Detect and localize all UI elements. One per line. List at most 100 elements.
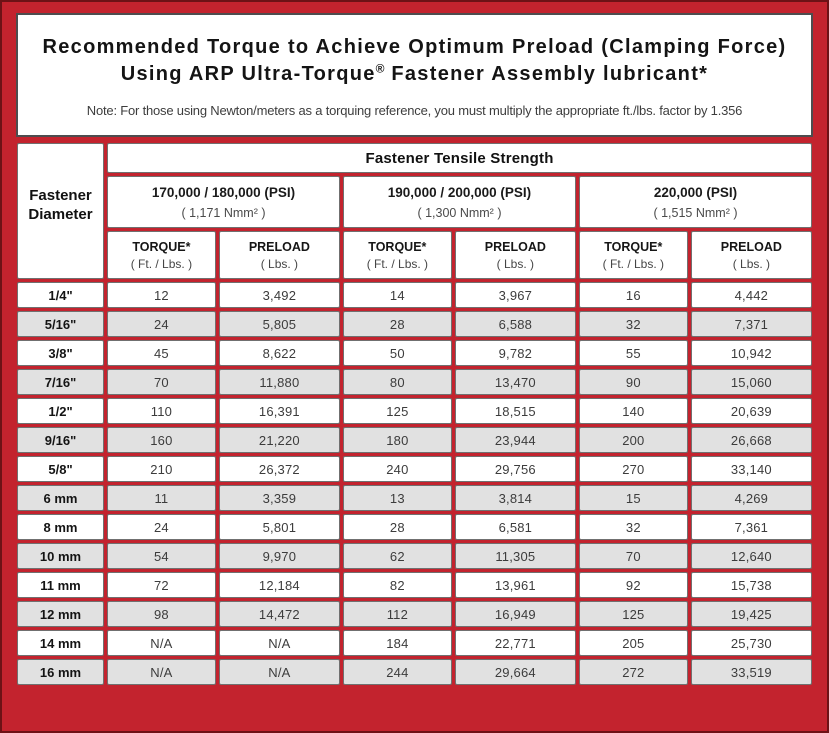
value-cell: 5,805 — [218, 311, 340, 337]
value-cell: 33,140 — [690, 456, 812, 482]
title-text-line2-before: Using ARP Ultra-Torque — [120, 63, 376, 85]
value-cell: 14 — [342, 282, 452, 308]
title-text-line1: Recommended Torque to Achieve Optimum Pr… — [42, 36, 787, 58]
page-title-line2: Using ARP Ultra-Torque® Fastener Assembl… — [18, 61, 811, 88]
fastener-diameter-cell: 16 mm — [17, 659, 105, 685]
value-cell: 8,622 — [218, 340, 340, 366]
tensile-strength-header-row: Fastener Diameter Fastener Tensile Stren… — [17, 143, 812, 279]
torque-label-1: TORQUE* — [132, 239, 191, 254]
value-cell: 4,442 — [690, 282, 812, 308]
torque-table-area: Fastener Diameter Fastener Tensile Stren… — [14, 140, 815, 688]
torque-unit-2: ( Ft. / Lbs. ) — [366, 256, 429, 271]
value-cell: 13,961 — [454, 572, 576, 598]
value-cell: 92 — [578, 572, 688, 598]
torque-label-2: TORQUE* — [368, 239, 427, 254]
page-title-line1: Recommended Torque to Achieve Optimum Pr… — [18, 34, 811, 61]
value-cell: 25,730 — [690, 630, 812, 656]
value-cell: 3,967 — [454, 282, 576, 308]
table-row: 11 mm 72 12,184 82 13,961 92 15,738 — [17, 572, 812, 598]
value-cell: 160 — [107, 427, 216, 453]
preload-column-header-2: PRELOAD ( Lbs. ) — [454, 231, 576, 279]
value-cell: 5,801 — [218, 514, 340, 540]
value-cell: 28 — [342, 311, 452, 337]
value-cell: N/A — [218, 659, 340, 685]
fastener-diameter-header-line2: Diameter — [28, 205, 93, 223]
fastener-diameter-cell: 14 mm — [17, 630, 105, 656]
fastener-diameter-cell: 3/8" — [17, 340, 105, 366]
preload-unit-2: ( Lbs. ) — [496, 256, 535, 271]
value-cell: 140 — [578, 398, 688, 424]
value-cell: 26,668 — [690, 427, 812, 453]
value-cell: 11,305 — [454, 543, 576, 569]
table-row: 1/4" 12 3,492 14 3,967 16 4,442 — [17, 282, 812, 308]
tensile-strength-header: Fastener Tensile Strength — [107, 143, 812, 173]
torque-column-header-1: TORQUE* ( Ft. / Lbs. ) — [107, 231, 216, 279]
fastener-diameter-cell: 7/16" — [17, 369, 105, 395]
value-cell: 112 — [342, 601, 452, 627]
value-cell: 12 — [107, 282, 216, 308]
table-row: 6 mm 11 3,359 13 3,814 15 4,269 — [17, 485, 812, 511]
value-cell: 33,519 — [690, 659, 812, 685]
value-cell: 72 — [107, 572, 216, 598]
value-cell: 80 — [342, 369, 452, 395]
value-cell: 22,771 — [454, 630, 576, 656]
preload-unit-1: ( Lbs. ) — [260, 256, 299, 271]
value-cell: 7,361 — [690, 514, 812, 540]
table-row: 9/16" 160 21,220 180 23,944 200 26,668 — [17, 427, 812, 453]
fastener-diameter-cell: 10 mm — [17, 543, 105, 569]
unit-header-row: TORQUE* ( Ft. / Lbs. ) PRELOAD ( Lbs. ) … — [17, 231, 812, 279]
value-cell: 16,391 — [218, 398, 340, 424]
value-cell: 50 — [342, 340, 452, 366]
fastener-diameter-cell: 11 mm — [17, 572, 105, 598]
table-row: 14 mm N/A N/A 184 22,771 205 25,730 — [17, 630, 812, 656]
value-cell: 3,492 — [218, 282, 340, 308]
value-cell: 6,581 — [454, 514, 576, 540]
value-cell: 9,970 — [218, 543, 340, 569]
title-text-line2-after: Fastener Assembly lubricant* — [384, 63, 709, 85]
value-cell: 15,738 — [690, 572, 812, 598]
preload-label-2: PRELOAD — [484, 239, 546, 254]
psi-group-3-psi: 220,000 (PSI) — [653, 184, 738, 200]
value-cell: 16 — [578, 282, 688, 308]
value-cell: 14,472 — [218, 601, 340, 627]
value-cell: 90 — [578, 369, 688, 395]
fastener-diameter-cell: 5/8" — [17, 456, 105, 482]
table-row: 10 mm 54 9,970 62 11,305 70 12,640 — [17, 543, 812, 569]
value-cell: 62 — [342, 543, 452, 569]
torque-column-header-2: TORQUE* ( Ft. / Lbs. ) — [342, 231, 452, 279]
value-cell: 21,220 — [218, 427, 340, 453]
table-row: 5/16" 24 5,805 28 6,588 32 7,371 — [17, 311, 812, 337]
table-row: 1/2" 110 16,391 125 18,515 140 20,639 — [17, 398, 812, 424]
value-cell: 3,359 — [218, 485, 340, 511]
value-cell: 15,060 — [690, 369, 812, 395]
value-cell: 11 — [107, 485, 216, 511]
psi-group-1-header: 170,000 / 180,000 (PSI) ( 1,171 Nmm² ) — [107, 176, 340, 228]
fastener-diameter-cell: 12 mm — [17, 601, 105, 627]
value-cell: 12,184 — [218, 572, 340, 598]
preload-label-3: PRELOAD — [720, 239, 782, 254]
registered-trademark-symbol: ® — [375, 61, 385, 76]
value-cell: 13 — [342, 485, 452, 511]
torque-label-3: TORQUE* — [604, 239, 663, 254]
fastener-diameter-cell: 1/2" — [17, 398, 105, 424]
preload-unit-3: ( Lbs. ) — [732, 256, 771, 271]
value-cell: 24 — [107, 311, 216, 337]
table-row: 12 mm 98 14,472 112 16,949 125 19,425 — [17, 601, 812, 627]
value-cell: 6,588 — [454, 311, 576, 337]
value-cell: 180 — [342, 427, 452, 453]
psi-group-3-header: 220,000 (PSI) ( 1,515 Nmm² ) — [578, 176, 812, 228]
value-cell: N/A — [107, 630, 216, 656]
value-cell: 110 — [107, 398, 216, 424]
table-row: 8 mm 24 5,801 28 6,581 32 7,361 — [17, 514, 812, 540]
value-cell: 210 — [107, 456, 216, 482]
value-cell: 13,470 — [454, 369, 576, 395]
value-cell: 9,782 — [454, 340, 576, 366]
psi-group-2-nmm: ( 1,300 Nmm² ) — [417, 205, 502, 220]
value-cell: N/A — [218, 630, 340, 656]
table-row: 16 mm N/A N/A 244 29,664 272 33,519 — [17, 659, 812, 685]
preload-column-header-3: PRELOAD ( Lbs. ) — [690, 231, 812, 279]
torque-unit-3: ( Ft. / Lbs. ) — [602, 256, 664, 271]
value-cell: 70 — [578, 543, 688, 569]
value-cell: 11,880 — [218, 369, 340, 395]
value-cell: 98 — [107, 601, 216, 627]
